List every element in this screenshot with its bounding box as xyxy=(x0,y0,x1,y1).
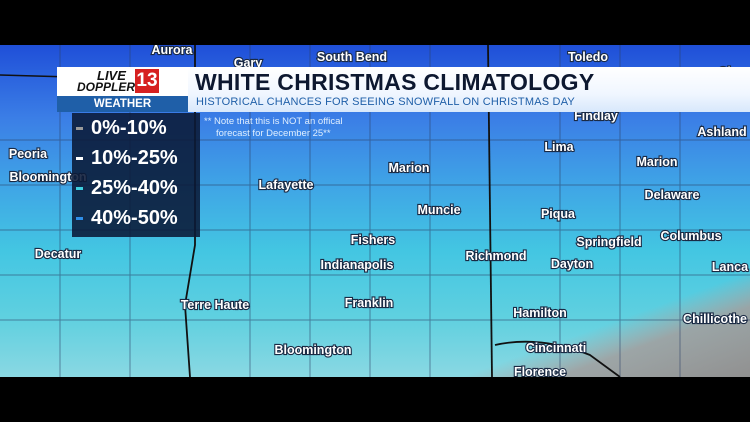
city-label: Franklin xyxy=(345,296,394,310)
city-label: Lima xyxy=(544,140,574,154)
city-label: Delaware xyxy=(645,188,700,202)
legend-item: 0%-10% xyxy=(76,117,167,140)
title: WHITE CHRISTMAS CLIMATOLOGY xyxy=(195,69,595,95)
city-label: Ashland xyxy=(697,125,746,139)
banner: LIVE DOPPLER 13 WEATHER WHITE CHRISTMAS … xyxy=(57,67,750,112)
logo-live: LIVE xyxy=(97,68,126,83)
river xyxy=(494,340,621,377)
city-label: Florence xyxy=(514,365,566,377)
legend-item: 40%-50% xyxy=(76,207,178,230)
city-label: Lanca xyxy=(712,260,749,274)
legend-item: 25%-40% xyxy=(76,177,178,200)
legend-label: 10%-25% xyxy=(91,147,178,169)
low-chance-area xyxy=(430,260,750,377)
city-label: Bloomington xyxy=(9,170,86,184)
city-label: Lafayette xyxy=(259,178,314,192)
note-line: forecast for December 25** xyxy=(216,128,331,139)
city-label: Peoria xyxy=(9,147,48,161)
city-label: Fishers xyxy=(351,233,396,247)
legend-label: 25%-40% xyxy=(91,177,178,199)
city-label: Decatur xyxy=(35,247,82,261)
city-label: Muncie xyxy=(417,203,460,217)
city-label: Springfield xyxy=(576,235,641,249)
city-label: South Bend xyxy=(317,50,387,64)
city-label: Cincinnati xyxy=(526,341,586,355)
city-label: Richmond xyxy=(465,249,526,263)
title-box: WHITE CHRISTMAS CLIMATOLOGY HISTORICAL C… xyxy=(188,67,750,112)
logo: LIVE DOPPLER 13 xyxy=(57,67,188,96)
note-line: ** Note that this is NOT an offical xyxy=(204,116,343,127)
city-label: Marion xyxy=(389,161,430,175)
subtitle: HISTORICAL CHANCES FOR SEEING SNOWFALL O… xyxy=(196,96,575,108)
city-label: Dayton xyxy=(551,257,593,271)
city-label: Piqua xyxy=(541,207,576,221)
logo-number: 13 xyxy=(135,69,159,93)
logo-doppler: DOPPLER xyxy=(77,80,136,94)
note: ** Note that this is NOT an offical fore… xyxy=(204,116,343,140)
legend-item: 10%-25% xyxy=(76,147,178,170)
legend: 0%-10% 10%-25% 25%-40% 40%-50% xyxy=(72,113,200,237)
logo-weather: WEATHER xyxy=(57,96,188,112)
city-label: Columbus xyxy=(660,229,721,243)
county-lines xyxy=(0,45,750,377)
city-label: Toledo xyxy=(568,50,608,64)
legend-label: 40%-50% xyxy=(91,207,178,229)
city-label: Indianapolis xyxy=(321,258,394,272)
city-label: Terre Haute xyxy=(181,298,250,312)
city-label: Bloomington xyxy=(274,343,351,357)
legend-label: 0%-10% xyxy=(91,117,167,139)
city-label: Hamilton xyxy=(513,306,566,320)
city-label: Chillicothe xyxy=(683,312,747,326)
city-label: Marion xyxy=(637,155,678,169)
city-label: Aurora xyxy=(152,45,194,57)
